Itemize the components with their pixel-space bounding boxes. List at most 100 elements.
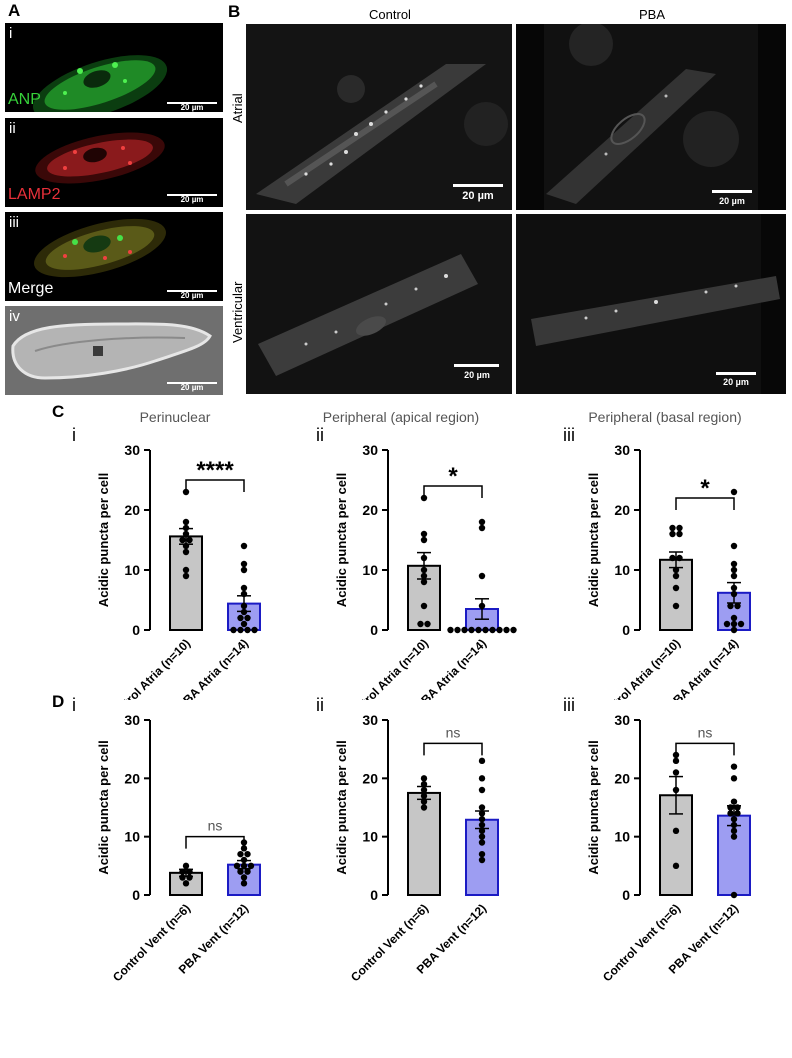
- data-point: [478, 518, 486, 526]
- data-point: [179, 874, 186, 881]
- y-tick-label: 30: [124, 712, 140, 728]
- data-point: [240, 608, 248, 616]
- data-point: [727, 602, 734, 610]
- data-point: [478, 833, 486, 840]
- data-point: [240, 590, 248, 598]
- data-point: [186, 874, 193, 881]
- scale-bar: [453, 184, 503, 187]
- scale-bar: [167, 382, 217, 384]
- data-point: [240, 856, 248, 864]
- data-point: [447, 626, 454, 634]
- data-point: [669, 530, 676, 538]
- panel-letter-c: C: [52, 402, 65, 421]
- data-point: [186, 536, 193, 544]
- data-point: [179, 536, 186, 544]
- stain-label-merge: Merge: [8, 280, 54, 297]
- scale-bar-label: 20 µm: [180, 383, 204, 392]
- data-point: [240, 560, 248, 568]
- data-point: [734, 810, 741, 817]
- data-point: [730, 833, 738, 840]
- data-point: [730, 560, 738, 568]
- data-point: [478, 602, 486, 610]
- data-point: [237, 626, 244, 634]
- data-point: [420, 786, 428, 794]
- data-point: [478, 815, 486, 823]
- data-point: [244, 868, 251, 875]
- data-point: [672, 786, 680, 794]
- y-tick-label: 10: [362, 562, 378, 578]
- bar-chart-apical: 0 10 20 30 Acidic puncta per cell Control Atr…: [318, 430, 518, 700]
- data-point: [478, 572, 486, 580]
- data-point: [240, 566, 248, 574]
- significance-bracket: [423, 742, 483, 756]
- scale-bar: [716, 372, 756, 375]
- plot-title-basal: Peripheral (basal region): [588, 409, 742, 425]
- data-point: [734, 602, 741, 610]
- panel-letter-a: A: [8, 1, 21, 20]
- y-tick-label: 20: [614, 502, 630, 518]
- data-point: [723, 620, 731, 628]
- micrograph-brightfield: iv 20 µm: [5, 306, 223, 395]
- data-point: [478, 524, 486, 532]
- significance-bracket: [423, 485, 483, 498]
- data-point: [672, 862, 680, 870]
- y-tick-label: 0: [370, 622, 378, 638]
- scale-bar-label: 20 µm: [180, 291, 204, 300]
- data-point: [669, 524, 676, 532]
- data-point: [737, 620, 745, 628]
- bar-control: [407, 791, 441, 896]
- data-point: [478, 850, 486, 858]
- y-tick-label: 30: [614, 712, 630, 728]
- row-title-ventricular: Ventricular: [230, 281, 245, 343]
- y-tick-label: 30: [124, 442, 140, 458]
- data-point: [730, 620, 738, 628]
- data-point: [730, 584, 738, 592]
- data-point: [478, 839, 486, 846]
- y-tick-label: 10: [614, 562, 630, 578]
- chart-roman-diii: iii: [563, 695, 575, 715]
- micrograph-pba-atrial: 20 µm: [516, 24, 786, 210]
- y-tick-label: 0: [132, 622, 140, 638]
- data-point: [676, 530, 683, 538]
- data-point: [734, 804, 741, 811]
- scale-bar: [167, 102, 217, 104]
- column-title-pba: PBA: [638, 7, 665, 22]
- data-point: [240, 874, 248, 881]
- data-point: [244, 850, 251, 858]
- significance-bracket: [675, 497, 735, 510]
- significance-bracket: [185, 835, 245, 849]
- bar-chart-vent-apical: 0 10 20 30 Acidic puncta per cell Control Ven…: [318, 700, 518, 1055]
- data-point: [182, 530, 190, 538]
- data-point: [454, 626, 461, 634]
- data-point: [672, 566, 680, 574]
- data-point: [676, 554, 683, 562]
- data-point: [182, 572, 190, 580]
- y-tick-label: 30: [362, 712, 378, 728]
- scale-bar-label: 20 µm: [719, 196, 745, 206]
- data-point: [478, 856, 486, 864]
- significance-label: ****: [196, 457, 234, 484]
- y-axis-label: Acidic puncta per cell: [334, 473, 349, 607]
- x-tick-label: Control Atria (n=10): [594, 636, 683, 700]
- y-tick-label: 0: [370, 887, 378, 903]
- scale-bar: [454, 364, 499, 367]
- data-point: [461, 626, 468, 634]
- significance-label: ns: [446, 724, 461, 740]
- data-point: [420, 572, 428, 580]
- data-point: [730, 590, 738, 598]
- y-tick-label: 10: [124, 829, 140, 845]
- scale-bar-label: 20 µm: [180, 195, 204, 204]
- chart-svg: 0 10 20 30 Acidic puncta per cell Control Atr…: [334, 442, 517, 700]
- data-point: [237, 868, 244, 875]
- data-point: [727, 810, 734, 817]
- data-point: [420, 566, 428, 574]
- column-title-control: Control: [369, 7, 411, 22]
- data-point: [730, 542, 738, 550]
- data-point: [478, 821, 486, 829]
- data-point: [730, 488, 738, 496]
- data-point: [510, 626, 517, 634]
- data-point: [420, 780, 428, 788]
- y-tick-label: 30: [362, 442, 378, 458]
- bar-pba: [227, 863, 261, 897]
